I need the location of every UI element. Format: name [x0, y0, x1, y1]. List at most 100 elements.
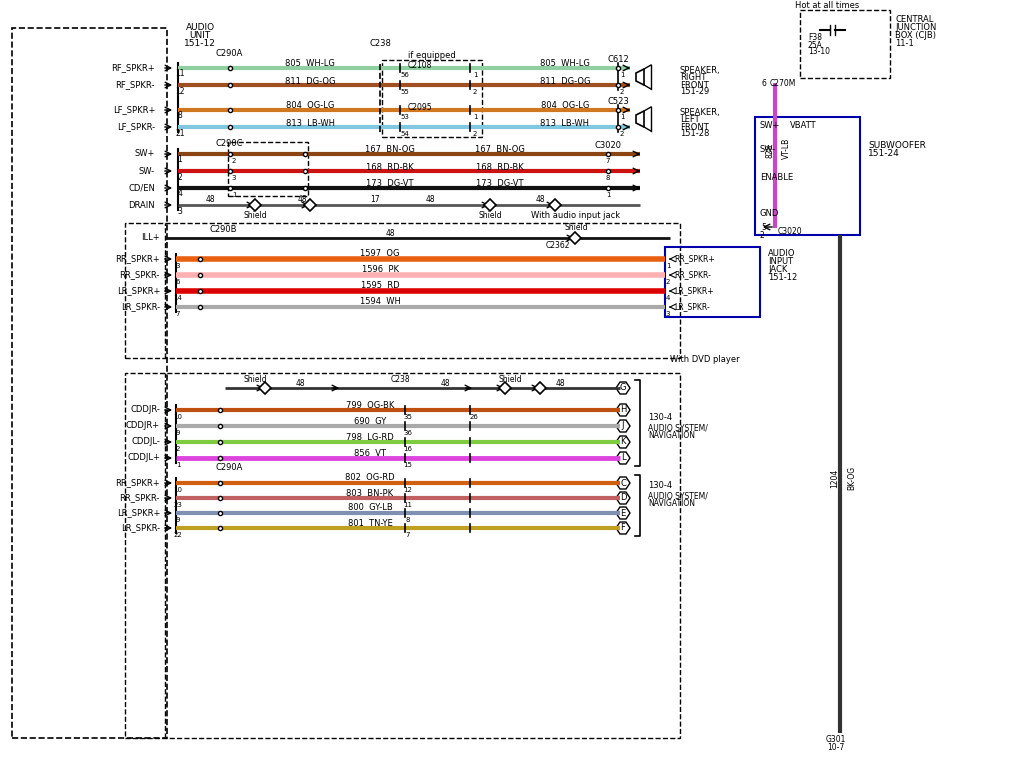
Text: 10-7: 10-7 — [827, 743, 845, 753]
Text: 151-28: 151-28 — [680, 130, 710, 138]
Text: CDDJR+: CDDJR+ — [126, 422, 160, 431]
Text: 811  DG-OG: 811 DG-OG — [285, 77, 335, 85]
Text: 48: 48 — [385, 229, 395, 237]
Text: C2108: C2108 — [408, 61, 432, 69]
Text: 151-12: 151-12 — [184, 39, 216, 48]
Text: C612: C612 — [607, 55, 629, 65]
Text: 14: 14 — [173, 295, 182, 301]
Text: C290C: C290C — [215, 140, 243, 148]
Text: Hot at all times: Hot at all times — [795, 2, 859, 11]
Text: LR_SPKR-: LR_SPKR- — [121, 524, 160, 532]
Text: BOX (CJB): BOX (CJB) — [895, 31, 936, 41]
Text: LR_SPKR+: LR_SPKR+ — [117, 508, 160, 518]
Text: 2: 2 — [666, 279, 670, 285]
Text: 3: 3 — [666, 311, 671, 317]
Text: 828: 828 — [766, 144, 774, 158]
Text: 1: 1 — [231, 192, 237, 198]
Text: RR_SPKR+: RR_SPKR+ — [674, 254, 715, 263]
Text: 130-4: 130-4 — [648, 413, 672, 422]
Polygon shape — [484, 199, 496, 211]
Text: 15: 15 — [403, 462, 413, 468]
Polygon shape — [534, 382, 546, 394]
Text: C290B: C290B — [210, 226, 238, 234]
Text: 811  DG-OG: 811 DG-OG — [540, 77, 590, 85]
Text: 6: 6 — [176, 279, 180, 285]
Text: LEFT: LEFT — [680, 115, 699, 124]
Text: SPEAKER,: SPEAKER, — [680, 67, 721, 75]
Text: 151-24: 151-24 — [868, 148, 900, 157]
Text: 4: 4 — [177, 190, 182, 198]
Text: 2: 2 — [177, 173, 182, 181]
Text: Shield: Shield — [478, 210, 502, 220]
Text: 25A: 25A — [808, 41, 823, 49]
Text: 9: 9 — [176, 517, 180, 523]
Text: CDDJR-: CDDJR- — [130, 406, 160, 415]
Text: K: K — [621, 438, 626, 446]
Text: RF_SPKR+: RF_SPKR+ — [112, 64, 155, 72]
Text: AUDIO SYSTEM/: AUDIO SYSTEM/ — [648, 423, 708, 432]
Text: 6: 6 — [762, 78, 766, 88]
Text: 802  OG-RD: 802 OG-RD — [345, 474, 395, 482]
Text: 168  RD-BK: 168 RD-BK — [367, 163, 414, 171]
Text: 799  OG-BK: 799 OG-BK — [346, 400, 394, 409]
Text: 2: 2 — [620, 89, 625, 95]
Text: 21: 21 — [175, 128, 184, 137]
Text: LF_SPKR+: LF_SPKR+ — [113, 105, 155, 114]
Text: 798  LG-RD: 798 LG-RD — [346, 432, 394, 442]
Polygon shape — [549, 199, 561, 211]
Text: VT-LB: VT-LB — [782, 137, 791, 159]
Text: 1: 1 — [666, 263, 671, 269]
Text: With DVD player: With DVD player — [671, 356, 740, 365]
Polygon shape — [499, 382, 511, 394]
Text: 1: 1 — [177, 155, 182, 164]
Text: 1596  PK: 1596 PK — [361, 266, 398, 274]
Text: 13-10: 13-10 — [808, 48, 830, 57]
Text: VBATT: VBATT — [790, 121, 816, 130]
Text: JACK: JACK — [768, 266, 787, 274]
Text: 54: 54 — [400, 131, 410, 137]
Text: JUNCTION: JUNCTION — [895, 24, 936, 32]
Text: 7: 7 — [176, 311, 180, 317]
Text: 48: 48 — [297, 196, 307, 204]
Text: SW-: SW- — [139, 167, 155, 176]
Text: C290A: C290A — [215, 49, 243, 58]
Text: 8: 8 — [606, 175, 610, 181]
Text: RR_SPKR-: RR_SPKR- — [120, 270, 160, 280]
Text: 2: 2 — [176, 446, 180, 452]
Text: 4: 4 — [666, 295, 670, 301]
Text: BK-OG: BK-OG — [847, 466, 856, 490]
Text: LR_SPKR+: LR_SPKR+ — [117, 286, 160, 296]
Text: 173  DG-VT: 173 DG-VT — [367, 180, 414, 188]
Text: J: J — [622, 422, 625, 431]
Text: RR_SPKR-: RR_SPKR- — [120, 494, 160, 502]
Text: RR_SPKR+: RR_SPKR+ — [116, 478, 160, 488]
Text: ENABLE: ENABLE — [760, 173, 794, 181]
Text: C2362: C2362 — [546, 241, 570, 250]
Text: 1: 1 — [620, 114, 625, 120]
Text: C238: C238 — [390, 376, 410, 385]
Text: 12: 12 — [175, 87, 184, 95]
Text: Shield: Shield — [243, 376, 267, 385]
Text: L: L — [621, 453, 626, 462]
Text: C2095: C2095 — [408, 102, 432, 111]
Text: 17: 17 — [371, 196, 380, 204]
Text: 55: 55 — [400, 89, 410, 95]
Text: 22: 22 — [174, 532, 182, 538]
Text: F: F — [621, 524, 626, 532]
Text: 1: 1 — [176, 462, 180, 468]
Text: 1: 1 — [606, 192, 610, 198]
Text: Shield: Shield — [499, 376, 522, 385]
Text: CDDJL+: CDDJL+ — [127, 453, 160, 462]
Text: 11: 11 — [403, 502, 413, 508]
Text: 130-4: 130-4 — [648, 482, 672, 491]
Text: 10: 10 — [173, 414, 182, 420]
Text: 8: 8 — [406, 517, 411, 523]
Text: 1: 1 — [473, 114, 477, 120]
Text: AUDIO: AUDIO — [768, 250, 796, 259]
Text: SPEAKER,: SPEAKER, — [680, 108, 721, 118]
Text: D: D — [620, 494, 627, 502]
Text: G: G — [620, 383, 627, 392]
Polygon shape — [569, 232, 581, 244]
Text: LR_SPKR-: LR_SPKR- — [674, 303, 710, 312]
Text: G301: G301 — [825, 736, 846, 744]
